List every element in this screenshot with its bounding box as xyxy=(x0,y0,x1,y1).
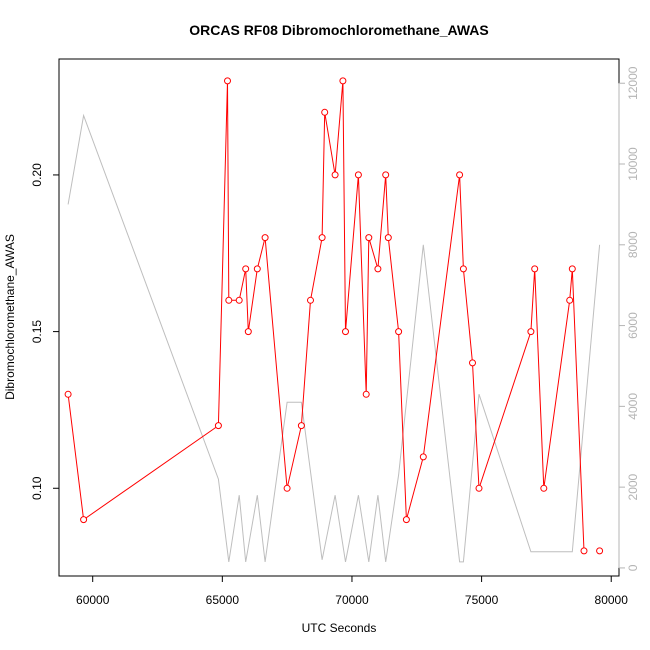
data-point xyxy=(261,234,269,242)
y2-tick-label: 6000 xyxy=(626,312,640,339)
data-point xyxy=(362,390,370,398)
data-point xyxy=(354,171,362,179)
data-point xyxy=(225,296,233,304)
chart-title: ORCAS RF08 Dibromochloromethane_AWAS xyxy=(189,22,489,38)
y-axis-label: Dibromochloromethane_AWAS xyxy=(3,234,17,400)
data-point xyxy=(297,422,305,430)
data-point xyxy=(339,77,347,85)
data-point xyxy=(64,390,72,398)
data-point xyxy=(224,77,231,85)
data-point xyxy=(318,234,326,242)
data-point xyxy=(244,328,252,336)
data-point xyxy=(80,516,88,524)
data-point xyxy=(374,265,382,273)
data-point xyxy=(596,547,604,555)
data-point xyxy=(527,328,535,336)
data-point xyxy=(540,484,548,492)
data-point xyxy=(307,296,314,304)
data-point xyxy=(456,171,464,179)
x-tick-label: 75000 xyxy=(465,593,499,607)
y-tick-label: 0.10 xyxy=(30,476,44,500)
y-axis-left: 0.10 0.15 0.20 xyxy=(30,163,60,500)
data-point xyxy=(531,265,539,273)
y-tick-label: 0.20 xyxy=(30,163,44,187)
y2-tick-label: 2000 xyxy=(626,473,640,500)
data-point xyxy=(459,265,467,273)
y-axis-right: 0 2000 4000 6000 8000 10000 12000 xyxy=(618,66,640,571)
left-axis-series xyxy=(64,77,604,555)
data-point xyxy=(566,296,574,304)
right-axis-series xyxy=(67,113,601,563)
x-axis-label: UTC Seconds xyxy=(302,621,377,635)
data-point xyxy=(475,484,483,492)
y2-tick-label: 4000 xyxy=(626,393,640,420)
left-series-line xyxy=(67,80,585,551)
x-tick-label: 65000 xyxy=(206,593,240,607)
data-point xyxy=(365,234,373,242)
y2-tick-label: 10000 xyxy=(626,147,640,181)
data-point xyxy=(331,171,339,179)
y2-tick-label: 12000 xyxy=(626,66,640,100)
data-point xyxy=(342,328,349,336)
data-point xyxy=(402,516,410,524)
y2-tick-label: 8000 xyxy=(626,231,640,258)
x-tick-label: 70000 xyxy=(335,593,369,607)
right-series-line xyxy=(67,113,601,563)
data-point xyxy=(214,422,222,430)
data-point xyxy=(580,547,588,555)
x-tick-label: 60000 xyxy=(76,593,110,607)
data-point xyxy=(382,171,390,179)
data-point xyxy=(384,234,392,242)
y2-tick-label: 0 xyxy=(626,564,640,571)
x-axis: 60000 65000 70000 75000 80000 xyxy=(76,575,629,607)
data-point xyxy=(395,328,403,336)
data-point xyxy=(419,453,427,461)
data-point xyxy=(253,265,261,273)
data-point xyxy=(283,484,291,492)
data-point xyxy=(235,296,243,304)
plot-frame xyxy=(58,58,620,577)
data-point xyxy=(242,265,250,273)
y-tick-label: 0.15 xyxy=(30,320,44,344)
data-point xyxy=(469,359,476,367)
data-point xyxy=(568,265,576,273)
data-point xyxy=(321,108,329,116)
x-tick-label: 80000 xyxy=(595,593,629,607)
